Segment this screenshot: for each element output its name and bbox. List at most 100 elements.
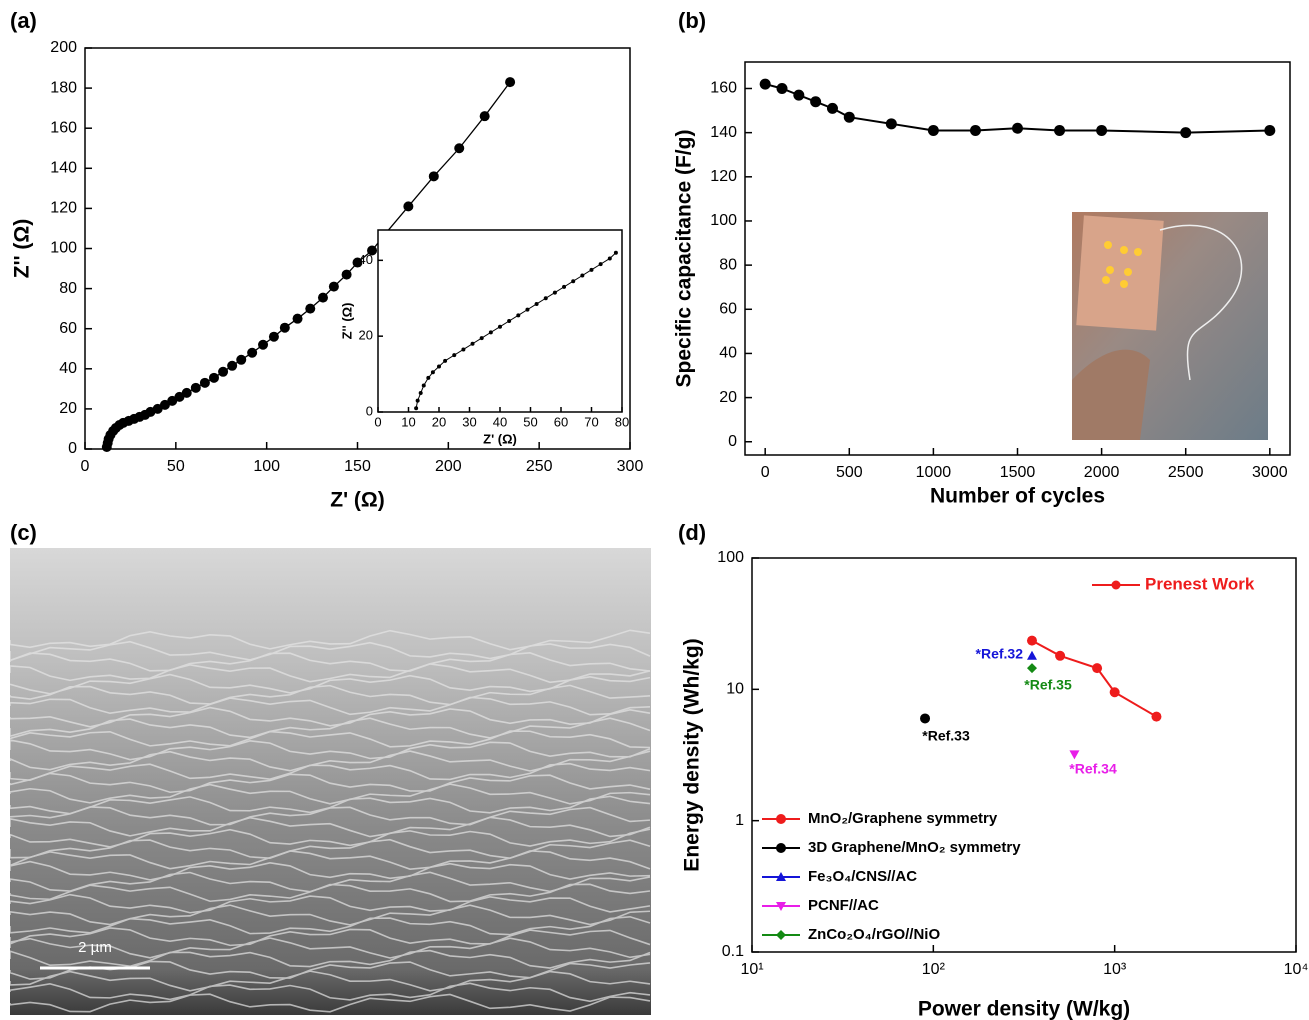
annotation: *Ref.33 <box>922 728 970 744</box>
annotation: *Ref.34 <box>1069 761 1117 777</box>
y-tick-label: 200 <box>50 39 77 56</box>
sem-texture <box>10 838 651 860</box>
data-point <box>793 89 805 101</box>
annotation: *Ref.35 <box>1024 677 1072 693</box>
x-tick-label: 1500 <box>1000 464 1036 481</box>
data-point <box>1180 127 1192 139</box>
y-axis-title: Specific capacitance (F/g) <box>673 130 696 388</box>
data-point <box>607 256 612 261</box>
data-point <box>1264 124 1276 136</box>
sem-texture <box>10 970 651 992</box>
x-tick-label: 0 <box>81 458 90 475</box>
sem-texture <box>10 762 651 781</box>
y-axis-title: Z'' (Ω) <box>11 219 34 278</box>
data-point <box>525 307 530 312</box>
data-point <box>452 353 457 358</box>
data-point <box>426 375 431 380</box>
data-point <box>969 124 981 136</box>
data-point <box>498 324 502 329</box>
data-point <box>190 382 201 393</box>
x-tick-label: 10 <box>401 414 415 429</box>
x-tick-label: 80 <box>615 414 629 429</box>
sem-texture <box>10 717 651 739</box>
y-tick-label: 0 <box>366 403 373 418</box>
y-tick-label: 20 <box>359 328 373 343</box>
x-tick-label: 10³ <box>1103 961 1127 978</box>
data-point <box>580 273 585 278</box>
data-point <box>613 250 618 255</box>
x-tick-label: 60 <box>554 414 568 429</box>
y-tick-label: 120 <box>710 168 737 185</box>
data-point <box>1096 124 1108 136</box>
data-point <box>1012 122 1023 134</box>
data-point <box>571 279 576 284</box>
data-point <box>479 336 484 341</box>
sem-texture <box>10 850 651 870</box>
data-point <box>403 201 414 212</box>
sem-texture <box>10 904 651 926</box>
data-point <box>927 124 939 136</box>
sem-texture <box>10 893 651 914</box>
y-tick-label: 80 <box>719 256 737 273</box>
data-point <box>437 364 441 369</box>
x-tick-label: 40 <box>493 414 507 429</box>
data-point <box>167 395 178 406</box>
data-point <box>1054 124 1066 136</box>
sem-texture <box>10 629 651 651</box>
x-tick-label: 100 <box>253 458 280 475</box>
legend-label: ZnCo₂O₄/rGO//NiO <box>808 926 940 943</box>
y-tick-label: 60 <box>719 300 737 317</box>
sem-texture <box>10 860 651 881</box>
data-point <box>218 366 229 377</box>
data-point <box>428 171 439 182</box>
data-point <box>826 102 838 114</box>
data-point <box>174 391 185 402</box>
sem-texture <box>10 673 651 695</box>
legend-marker <box>776 902 786 911</box>
x-tick-label: 50 <box>523 414 537 429</box>
legend-marker <box>776 843 786 853</box>
data-point <box>479 111 490 122</box>
data-point <box>470 341 475 346</box>
sem-texture <box>10 993 651 1013</box>
y-tick-label: 0 <box>728 433 737 450</box>
y-tick-label: 40 <box>59 360 77 377</box>
sem-image <box>10 548 651 1015</box>
x-tick-label: 250 <box>526 458 553 475</box>
sem-texture <box>10 783 651 805</box>
data-point <box>227 360 238 371</box>
data-point <box>1026 650 1037 660</box>
legend-marker <box>776 814 786 824</box>
x-tick-label: 20 <box>432 414 446 429</box>
x-tick-label: 10¹ <box>740 961 763 978</box>
data-point <box>920 713 931 724</box>
y-tick-label: 80 <box>59 280 77 297</box>
data-point <box>421 383 426 388</box>
data-point <box>562 284 567 289</box>
panel-label: (d) <box>678 520 706 545</box>
sem-texture <box>10 663 651 684</box>
inset-x-title: Z' (Ω) <box>483 431 517 446</box>
sem-texture <box>10 795 651 815</box>
photo-inset <box>1072 212 1268 440</box>
data-point <box>317 292 328 303</box>
legend-label: PCNF//AC <box>808 897 879 914</box>
x-tick-label: 0 <box>761 464 770 481</box>
y-tick-label: 180 <box>50 79 77 96</box>
x-axis-title: Z' (Ω) <box>330 489 384 512</box>
data-point <box>1069 750 1080 760</box>
y-tick-label: 100 <box>717 549 744 566</box>
x-tick-label: 30 <box>462 414 476 429</box>
sem-texture <box>10 730 651 749</box>
y-tick-label: 100 <box>50 240 77 257</box>
y-tick-label: 0.1 <box>722 943 744 960</box>
data-point <box>885 118 897 130</box>
data-point <box>418 391 423 396</box>
inset-bg <box>378 230 622 412</box>
data-point <box>516 313 521 318</box>
sem-texture <box>10 640 651 662</box>
x-tick-label: 50 <box>167 458 185 475</box>
data-point <box>1109 687 1120 698</box>
annotation: *Ref.32 <box>976 646 1024 662</box>
